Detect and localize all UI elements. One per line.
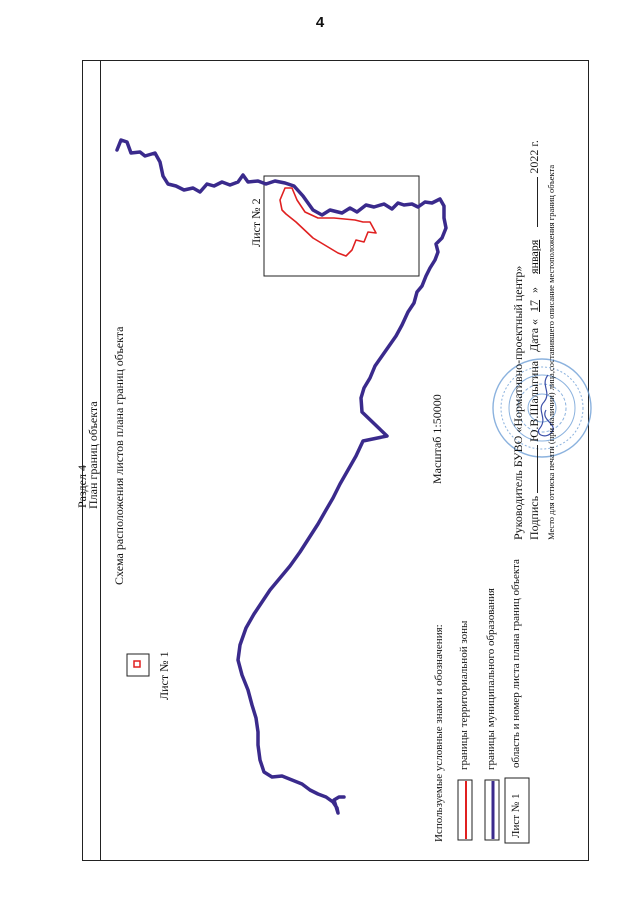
sign-label: Подпись bbox=[527, 495, 541, 540]
stamp bbox=[492, 358, 592, 458]
legend-sheet-label: Лист № 1 bbox=[510, 793, 522, 838]
legend-item-zone: границы территориальной зоны bbox=[458, 620, 470, 770]
sheet1-marker bbox=[133, 660, 141, 668]
signer-name: Ю.В.Шалыгина bbox=[527, 360, 541, 442]
legend-sheet-swatch bbox=[504, 777, 530, 844]
signature-line: Подпись Ю.В.Шалыгина Дата « 17 » января … bbox=[527, 140, 542, 540]
date-year: 2022 г. bbox=[527, 140, 541, 174]
date-month: января bbox=[527, 239, 541, 274]
stamp-note: Место для оттиска печати (при наличии) л… bbox=[546, 164, 556, 540]
signature-head: Руководитель БУВО «Нормативно-проектный … bbox=[511, 265, 525, 540]
legend-title: Используемые условные знаки и обозначени… bbox=[433, 624, 445, 842]
header-divider bbox=[100, 60, 101, 861]
sheet2-label: Лист № 2 bbox=[249, 198, 263, 247]
signature bbox=[537, 374, 554, 437]
date-day: 17 bbox=[527, 299, 541, 312]
legend-zone-swatch bbox=[457, 779, 473, 841]
municipal-boundary bbox=[115, 138, 448, 815]
page-number: 4 bbox=[315, 14, 325, 31]
sheet2-box bbox=[263, 175, 420, 277]
date-label: Дата « bbox=[527, 318, 541, 352]
sheet1-label: Лист № 1 bbox=[157, 651, 171, 700]
sheet1-box bbox=[126, 653, 150, 677]
scale-label: Масштаб 1:50000 bbox=[430, 394, 444, 484]
legend-item-sheet: область и номер листа плана границ объек… bbox=[510, 559, 522, 768]
legend-item-boundary: границы муниципального образования bbox=[485, 588, 497, 770]
legend-boundary-swatch bbox=[484, 779, 500, 841]
territorial-zone bbox=[279, 187, 377, 257]
date-mid: » bbox=[527, 286, 541, 293]
page-frame bbox=[82, 60, 589, 861]
